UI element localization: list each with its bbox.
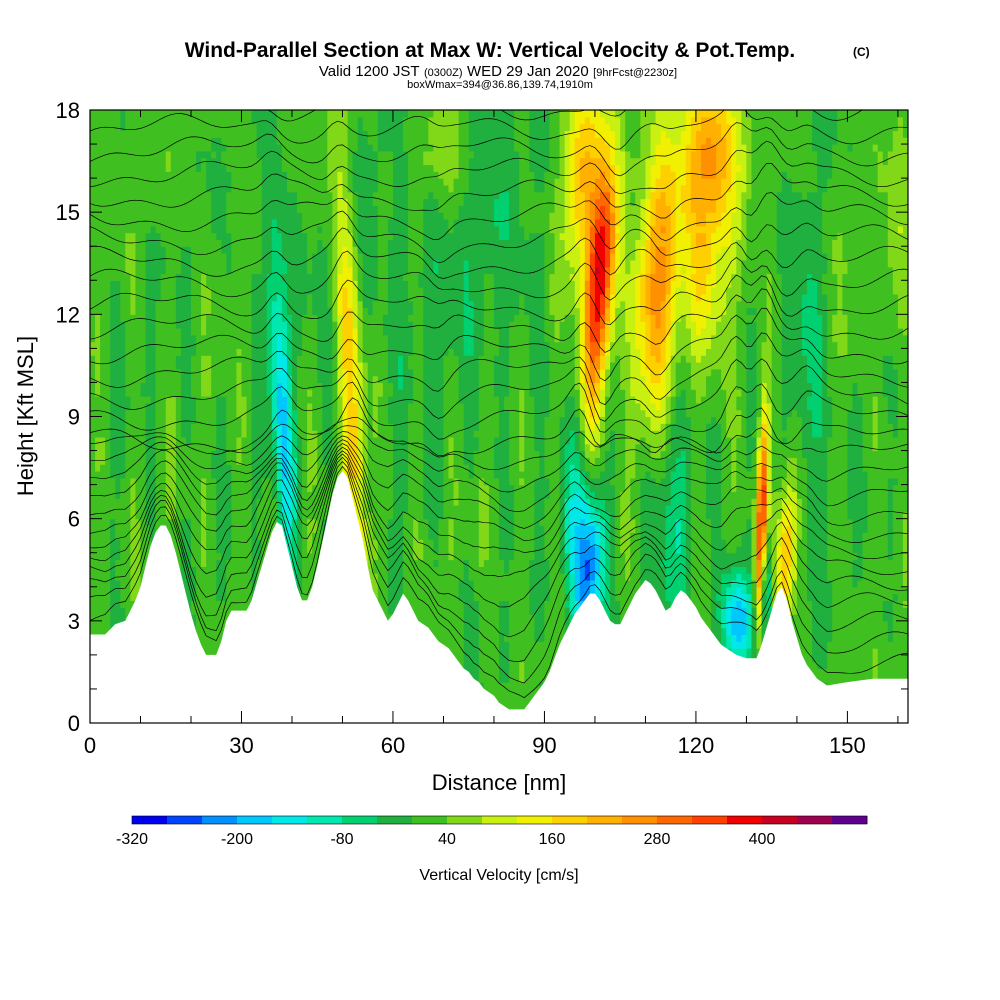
colorbar-swatch	[762, 816, 798, 824]
colorbar-swatch	[657, 816, 693, 824]
x-axis: 0 30 60 90 120 150	[84, 110, 899, 758]
subtitle-utc-time: (0300Z)	[424, 67, 463, 79]
colorbar-frame	[131, 815, 868, 825]
colorbar-swatch	[832, 816, 868, 824]
colorbar-swatch	[342, 816, 378, 824]
colorbar-tick-label: -80	[330, 831, 353, 848]
colorbar-tick-label: 400	[749, 831, 776, 848]
x-tick-label: 150	[829, 733, 866, 758]
colorbar: -320 -200 -80 40 160 280 400	[116, 815, 868, 848]
colorbar-swatch	[272, 816, 308, 824]
colorbar-swatch	[482, 816, 518, 824]
y-axis-label: Height [Kft MSL]	[13, 336, 38, 496]
chart-title: Wind-Parallel Section at Max W: Vertical…	[185, 39, 796, 62]
colorbar-swatch	[237, 816, 273, 824]
colorbar-swatch	[377, 816, 413, 824]
subtitle-valid-time: Valid 1200 JST	[319, 63, 420, 80]
colorbar-tick-label: 160	[539, 831, 566, 848]
colorbar-tick-label: -320	[116, 831, 148, 848]
colorbar-swatch	[412, 816, 448, 824]
chart-subtitle: Valid 1200 JST (0300Z) WED 29 Jan 2020 […	[319, 63, 677, 80]
x-axis-label: Distance [nm]	[432, 770, 567, 795]
colorbar-swatch	[167, 816, 203, 824]
colorbar-swatch	[552, 816, 588, 824]
y-tick-label: 18	[56, 98, 80, 123]
chart-info-line: boxWmax=394@36.86,139.74,1910m	[407, 79, 593, 91]
colorbar-swatch	[447, 816, 483, 824]
colorbar-label: Vertical Velocity [cm/s]	[419, 867, 578, 884]
y-tick-label: 6	[68, 507, 80, 532]
terrain-mask	[90, 471, 908, 724]
x-tick-label: 60	[381, 733, 405, 758]
y-axis: 0 3 6 9 12 15 18	[56, 98, 908, 736]
colorbar-tick-label: 40	[438, 831, 456, 848]
colorbar-tick-label: 280	[644, 831, 671, 848]
subtitle-forecast: [9hrFcst@2230z]	[593, 67, 677, 79]
x-tick-label: 0	[84, 733, 96, 758]
y-tick-label: 0	[68, 711, 80, 736]
chart-title-mark: (C)	[853, 45, 870, 59]
colorbar-swatch	[307, 816, 343, 824]
colorbar-swatch	[517, 816, 553, 824]
colorbar-swatch	[692, 816, 728, 824]
x-tick-label: 90	[532, 733, 556, 758]
y-tick-label: 15	[56, 200, 80, 225]
colorbar-swatch	[587, 816, 623, 824]
potential-temperature-contours	[90, 110, 908, 699]
subtitle-date: WED 29 Jan 2020	[467, 63, 589, 80]
y-tick-label: 12	[56, 302, 80, 327]
y-tick-label: 9	[68, 405, 80, 430]
colorbar-swatch	[202, 816, 238, 824]
colorbar-swatch	[797, 816, 833, 824]
x-tick-label: 30	[229, 733, 253, 758]
colorbar-swatch	[132, 816, 168, 824]
y-tick-label: 3	[68, 609, 80, 634]
colorbar-tick-label: -200	[221, 831, 253, 848]
colorbar-swatch	[622, 816, 658, 824]
x-tick-label: 120	[678, 733, 715, 758]
colorbar-swatch	[727, 816, 763, 824]
